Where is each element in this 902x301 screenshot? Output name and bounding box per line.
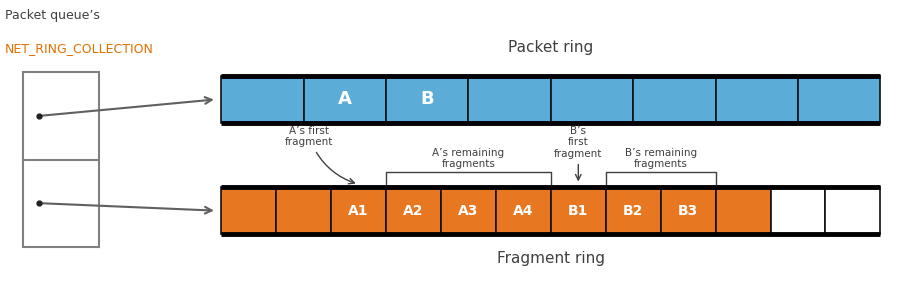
Text: A’s remaining
fragments: A’s remaining fragments xyxy=(432,148,504,169)
Bar xyxy=(386,76,468,123)
Text: A’s first
fragment: A’s first fragment xyxy=(284,126,354,184)
Bar xyxy=(550,76,632,123)
Bar xyxy=(468,76,550,123)
Text: Fragment ring: Fragment ring xyxy=(496,250,604,265)
Text: A1: A1 xyxy=(348,204,368,218)
Bar xyxy=(331,187,386,234)
Bar xyxy=(495,187,550,234)
Bar xyxy=(276,187,331,234)
Bar xyxy=(605,187,660,234)
Text: B: B xyxy=(420,90,434,108)
Text: NET_RING_COLLECTION: NET_RING_COLLECTION xyxy=(5,42,153,55)
Text: B2: B2 xyxy=(622,204,643,218)
Text: B’s remaining
fragments: B’s remaining fragments xyxy=(624,148,696,169)
Text: A4: A4 xyxy=(512,204,533,218)
Text: Packet queue’s: Packet queue’s xyxy=(5,9,99,22)
Text: B1: B1 xyxy=(567,204,588,218)
Bar xyxy=(715,76,797,123)
Bar xyxy=(715,187,769,234)
Text: A: A xyxy=(337,90,352,108)
Bar xyxy=(824,187,879,234)
Text: Packet ring: Packet ring xyxy=(508,40,593,55)
Bar xyxy=(23,72,99,247)
Bar xyxy=(660,187,715,234)
Bar xyxy=(386,187,440,234)
Bar xyxy=(769,187,824,234)
Text: B3: B3 xyxy=(677,204,697,218)
Bar xyxy=(303,76,386,123)
Text: A2: A2 xyxy=(403,204,423,218)
Bar xyxy=(440,187,495,234)
Text: A3: A3 xyxy=(457,204,478,218)
Bar xyxy=(221,187,276,234)
Bar xyxy=(221,76,303,123)
Bar xyxy=(550,187,605,234)
Bar xyxy=(797,76,879,123)
Text: B’s
first
fragment: B’s first fragment xyxy=(554,126,602,180)
Bar xyxy=(632,76,715,123)
